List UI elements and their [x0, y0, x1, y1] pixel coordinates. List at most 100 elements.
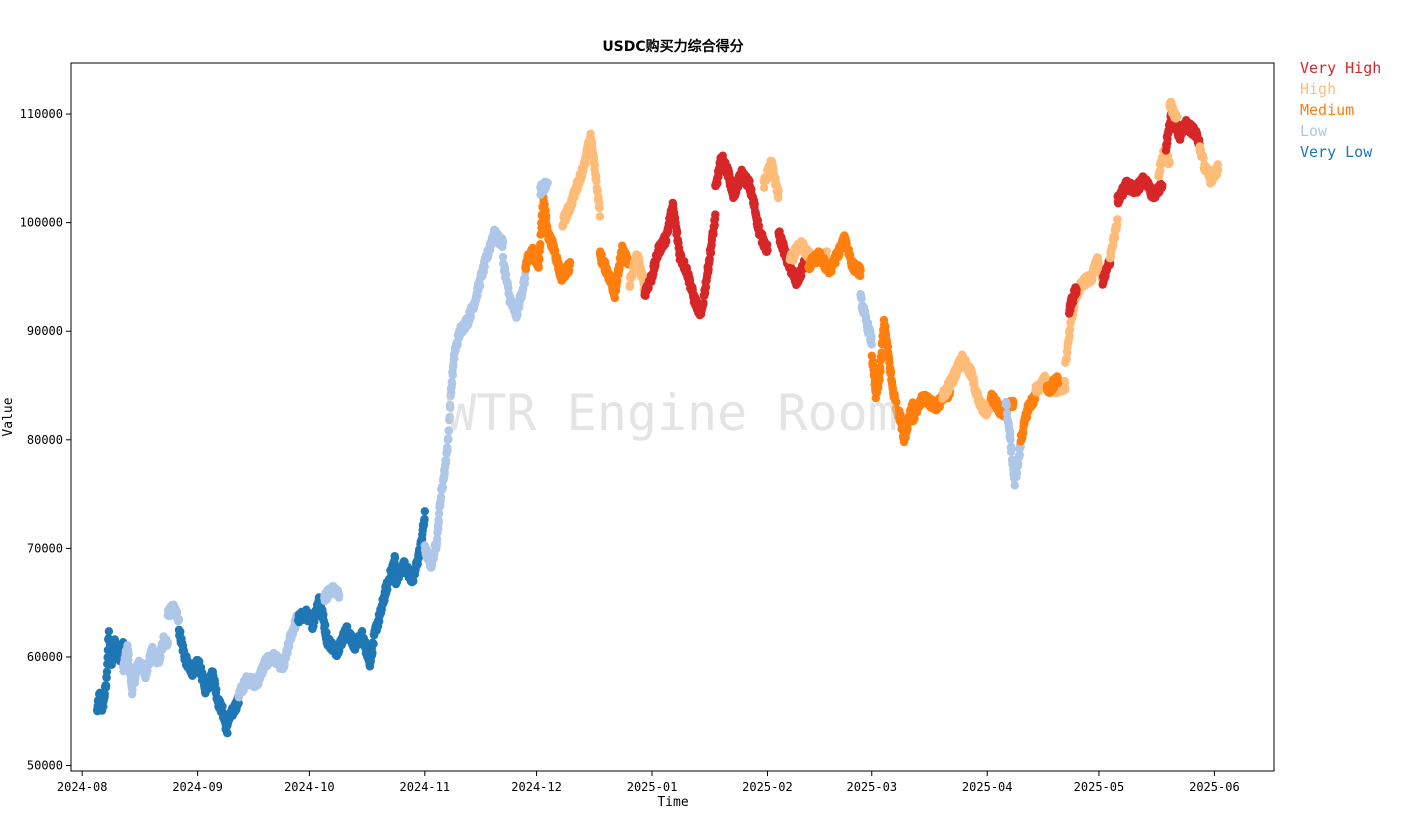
y-tick-label: 90000: [27, 324, 63, 338]
scatter-point: [444, 426, 454, 436]
scatter-point: [357, 627, 367, 636]
scatter-point: [534, 263, 543, 272]
x-tick-label: 2025-02: [742, 780, 793, 794]
scatter-point: [124, 650, 133, 659]
scatter-point: [551, 246, 560, 255]
y-tick-label: 110000: [20, 107, 63, 121]
scatter-point: [322, 628, 331, 637]
scatter-point: [443, 446, 452, 455]
scatter-point: [321, 620, 330, 630]
scatter-point: [223, 729, 232, 738]
x-tick-label: 2024-09: [172, 780, 223, 794]
scatter-point: [542, 211, 551, 221]
y-tick-label: 60000: [27, 650, 63, 664]
scatter-point: [104, 627, 114, 636]
scatter-point: [774, 186, 783, 196]
scatter-point: [1165, 158, 1174, 168]
scatter-point: [1006, 435, 1015, 444]
x-tick-label: 2024-12: [511, 780, 562, 794]
scatter-point: [536, 229, 546, 239]
scatter-point: [390, 553, 400, 563]
scatter-point: [285, 642, 294, 651]
scatter-points: [92, 97, 1223, 738]
scatter-point: [1002, 401, 1011, 410]
scatter-point: [453, 340, 462, 350]
scatter-point: [501, 270, 511, 279]
scatter-point: [445, 412, 454, 422]
scatter-point: [593, 186, 602, 195]
scatter-point: [876, 367, 885, 376]
scatter-point: [1015, 450, 1024, 460]
legend: Very High High Medium Low Very Low: [1300, 58, 1381, 163]
scatter-point: [108, 657, 117, 666]
scatter-point: [543, 178, 552, 188]
scatter-point: [444, 435, 453, 444]
scatter-point: [409, 576, 418, 586]
y-tick-label: 50000: [27, 759, 63, 773]
x-tick-label: 2024-08: [57, 780, 108, 794]
scatter-point: [434, 518, 443, 527]
legend-medium: Medium: [1300, 101, 1355, 119]
scatter-point: [447, 379, 457, 389]
scatter-point: [466, 312, 475, 321]
scatter-point: [369, 639, 378, 648]
y-axis: 50000 60000 70000 80000 90000 100000 110000: [20, 107, 71, 773]
legend-very-high: Very High: [1300, 59, 1382, 77]
scatter-point: [750, 199, 759, 209]
y-tick-label: 100000: [20, 216, 63, 230]
y-axis-title: Value: [1, 397, 16, 436]
x-tick-label: 2025-06: [1189, 780, 1240, 794]
scatter-point: [436, 492, 446, 502]
scatter-point: [480, 262, 489, 271]
scatter-point: [662, 237, 671, 246]
y-tick-label: 80000: [27, 433, 63, 447]
scatter-point: [283, 648, 292, 658]
scatter-point: [420, 514, 429, 524]
scatter-point: [763, 246, 772, 255]
scatter-point: [867, 340, 876, 349]
scatter-point: [102, 667, 112, 676]
scatter-point: [1010, 481, 1019, 490]
scatter-point: [1012, 469, 1022, 478]
legend-very-low: Very Low: [1300, 143, 1373, 161]
scatter-point: [1061, 385, 1070, 394]
scatter-point: [589, 153, 599, 163]
scatter-point: [875, 375, 884, 384]
scatter-point: [565, 258, 575, 267]
scatter-point: [448, 371, 457, 380]
scatter-point: [212, 685, 221, 694]
legend-high: High: [1300, 80, 1337, 98]
x-tick-label: 2025-03: [846, 780, 897, 794]
scatter-point: [174, 615, 184, 624]
scatter-point: [513, 310, 522, 319]
scatter-point: [368, 648, 377, 657]
scatter-point: [1007, 444, 1016, 453]
watermark: WTR Engine Room: [446, 384, 898, 442]
chart-title: USDC购买力综合得分: [602, 38, 743, 55]
scatter-point: [610, 293, 619, 303]
scatter-point: [520, 274, 530, 283]
scatter-point: [711, 210, 720, 219]
scatter-point: [1053, 379, 1063, 388]
scatter-point: [442, 456, 451, 465]
x-tick-label: 2024-11: [400, 780, 451, 794]
scatter-point: [498, 252, 508, 262]
scatter-point: [590, 161, 600, 170]
scatter-point: [886, 367, 896, 376]
legend-low: Low: [1300, 122, 1328, 140]
scatter-point: [415, 552, 424, 561]
scatter-point: [335, 591, 344, 600]
scatter-point: [102, 673, 111, 682]
scatter-point: [535, 255, 544, 264]
plot-area: [70, 62, 1275, 772]
x-axis: 2024-08 2024-09 2024-10 2024-11 2024-12 2025-…: [57, 771, 1240, 794]
scatter-point: [1173, 112, 1182, 122]
scatter-point: [1213, 166, 1223, 175]
scatter-point: [156, 652, 165, 662]
scatter-point: [498, 238, 508, 247]
scatter-point: [434, 509, 444, 518]
scatter-point: [625, 280, 635, 290]
scatter-point: [475, 281, 485, 290]
scatter-point: [446, 403, 455, 412]
